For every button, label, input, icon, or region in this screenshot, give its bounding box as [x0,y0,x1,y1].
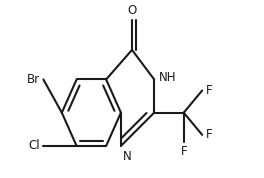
Text: Cl: Cl [29,139,40,152]
Text: Br: Br [27,73,40,86]
Text: NH: NH [159,71,177,84]
Text: F: F [180,145,187,158]
Text: F: F [205,84,212,97]
Text: O: O [127,4,137,17]
Text: N: N [122,150,131,163]
Text: F: F [205,128,212,141]
